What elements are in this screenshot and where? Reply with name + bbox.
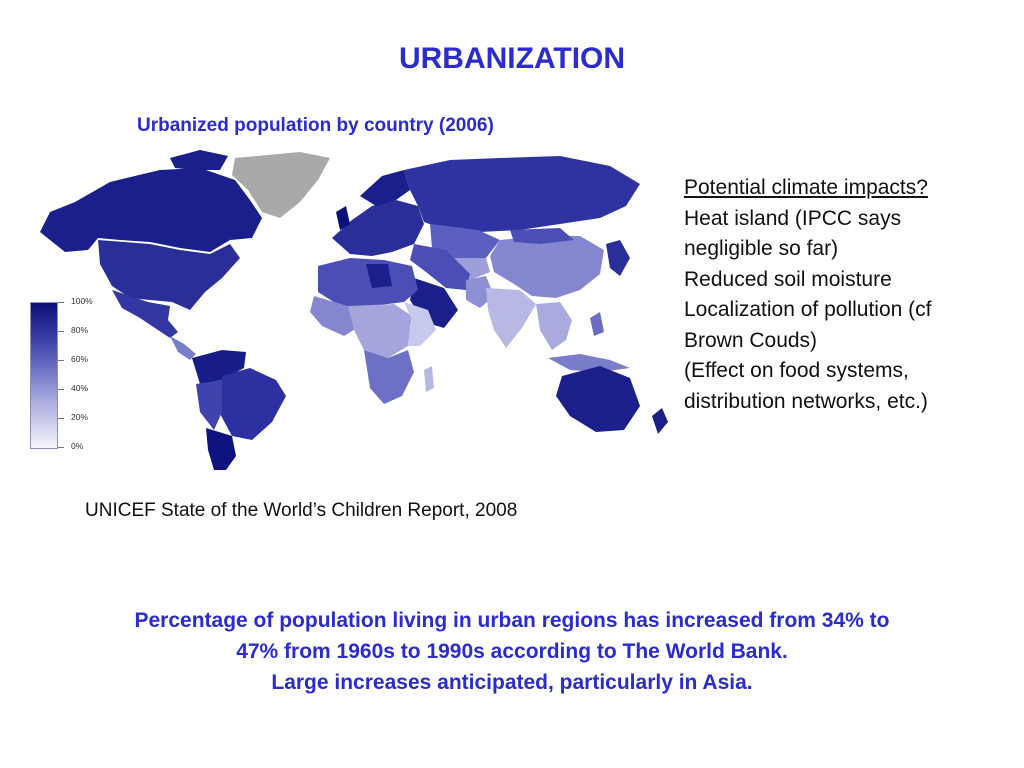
impact-line: Reduced soil moisture: [684, 267, 892, 291]
legend-tick: 100%: [71, 296, 93, 306]
mongolia: [510, 228, 574, 244]
uk: [336, 206, 350, 230]
map-title: Urbanized population by country (2006): [137, 115, 494, 136]
impact-line: Brown Couds): [684, 328, 818, 352]
summary-line: 47% from 1960s to 1990s according to The…: [236, 640, 788, 663]
summary-line: Large increases anticipated, particularl…: [271, 671, 753, 694]
australia: [556, 366, 640, 432]
turkey-iran: [410, 244, 470, 290]
legend-tick: 60%: [71, 354, 89, 364]
philippines: [590, 312, 604, 336]
climate-impacts-heading: Potential climate impacts?: [684, 176, 928, 199]
east-africa: [404, 302, 436, 346]
climate-impacts-list: Potential climate impacts? Heat island (…: [684, 173, 931, 417]
new-zealand: [652, 408, 668, 434]
impact-line: Localization of pollution (cf: [684, 298, 932, 321]
legend-tick: 0%: [71, 441, 84, 451]
legend-tick: 40%: [71, 383, 89, 393]
legend-color-bar: [30, 302, 58, 449]
greenland: [232, 152, 330, 218]
pakistan: [466, 276, 494, 308]
venezuela-colombia: [192, 350, 246, 384]
north-africa: [318, 258, 418, 306]
central-africa: [348, 304, 412, 358]
europe: [332, 200, 424, 256]
china: [490, 236, 604, 298]
central-america: [170, 336, 196, 360]
indonesia: [548, 354, 630, 372]
peru-bolivia: [196, 380, 222, 430]
scandinavia: [360, 170, 410, 206]
madagascar: [424, 366, 434, 392]
arctic-islands: [170, 150, 228, 170]
southern-africa: [364, 350, 414, 404]
source-citation: UNICEF State of the World’s Children Rep…: [85, 500, 518, 521]
slide-title: URBANIZATION: [398, 42, 626, 75]
canada: [40, 168, 262, 252]
mexico: [112, 290, 178, 338]
impact-line: (Effect on food systems,: [684, 359, 909, 382]
impact-line: negligible so far): [684, 237, 839, 260]
summary-line: Percentage of population living in urban…: [134, 609, 890, 632]
kazakhstan: [430, 224, 500, 258]
world-urbanization-map: [0, 140, 680, 470]
usa: [98, 240, 240, 310]
southeast-asia: [536, 302, 572, 350]
west-africa: [310, 296, 360, 336]
brazil: [218, 368, 286, 440]
india: [486, 288, 536, 348]
russia: [404, 156, 640, 232]
summary-text: Percentage of population living in urban…: [0, 605, 1024, 698]
impact-line: distribution networks, etc.): [684, 389, 928, 413]
argentina-chile: [206, 428, 236, 470]
legend-tick: 20%: [71, 412, 89, 422]
libya: [366, 264, 392, 288]
legend-tick: 80%: [71, 325, 89, 335]
korea-japan: [606, 240, 630, 276]
impact-line: Heat island (IPCC says: [684, 206, 902, 230]
